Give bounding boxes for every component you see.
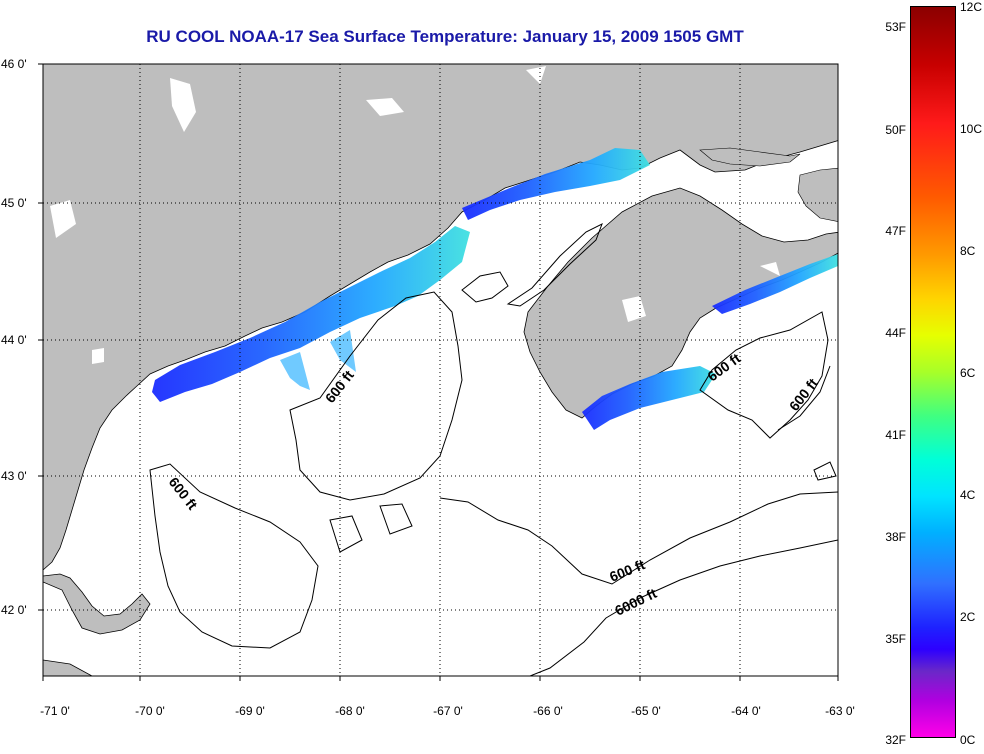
lake [92,348,104,364]
lake [170,78,196,132]
colorbar-gradient [910,6,956,738]
sst-swath-newbrunswick [462,148,650,220]
colorbar-label-f: 47F [885,224,906,238]
x-tick-label: -68 0' [335,704,365,718]
y-tick-label: 46 0' [1,57,27,71]
colorbar-label-c: 10C [960,122,983,136]
colorbar-label-c: 0C [960,733,976,747]
sst-map: 600 ft 600 ft 600 ft 600 ft 600 ft 6000 … [1,57,855,718]
land-maine-newbrunswick [43,64,838,571]
x-tick-label: -71 0' [40,704,70,718]
land-cape-breton [797,167,838,222]
map-title: RU COOL NOAA-17 Sea Surface Temperature:… [146,27,744,46]
contour-600ft [439,491,838,585]
sst-swath-maine-coast [280,330,356,390]
contour-600ft [777,365,831,431]
colorbar-label-f: 38F [885,530,906,544]
y-tick-label: 42 0' [1,603,27,617]
land-cape-cod [43,573,151,676]
colorbar-label-f: 41F [885,428,906,442]
colorbar-label-f: 44F [885,326,906,340]
x-tick-label: -65 0' [631,704,661,718]
colorbar-label-c: 4C [960,488,976,502]
lake [760,262,780,276]
x-tick-label: -70 0' [135,704,165,718]
colorbar-label-c: 2C [960,610,976,624]
lake [50,200,76,238]
lake [366,98,404,116]
x-tick-label: -67 0' [433,704,463,718]
georges-shelf [461,271,509,303]
contour-600ft [149,463,319,649]
y-tick-label: 44 0' [1,333,27,347]
graticule [43,64,838,676]
tick-marks [38,63,839,681]
temperature-colorbar: 53F 50F 47F 44F 41F 38F 35F 32F 12C 10C … [885,0,982,747]
bay-of-fundy-contour [506,222,603,307]
x-tick-label: -66 0' [533,704,563,718]
colorbar-label-f: 35F [885,632,906,646]
y-tick-label: 45 0' [1,196,27,210]
x-tick-label: -64 0' [731,704,761,718]
sst-swath-nova-scotia-east [712,254,838,314]
lake [622,296,646,322]
x-tick-label: -69 0' [235,704,265,718]
sst-swath-nova-scotia-south [582,366,716,430]
colorbar-label-c: 8C [960,244,976,258]
contour-600ft [289,291,463,501]
colorbar-label-f: 32F [885,733,906,747]
lake [526,66,546,84]
colorbar-label-c: 12C [960,0,983,14]
sst-swath-maine-coast [152,226,470,402]
contour-6000ft [528,539,838,676]
colorbar-label-f: 53F [885,20,906,34]
land-pei [699,147,801,167]
y-tick-label: 43 0' [1,469,27,483]
x-tick-label: -63 0' [825,704,855,718]
colorbar-label-c: 6C [960,366,976,380]
colorbar-label-f: 50F [885,123,906,137]
